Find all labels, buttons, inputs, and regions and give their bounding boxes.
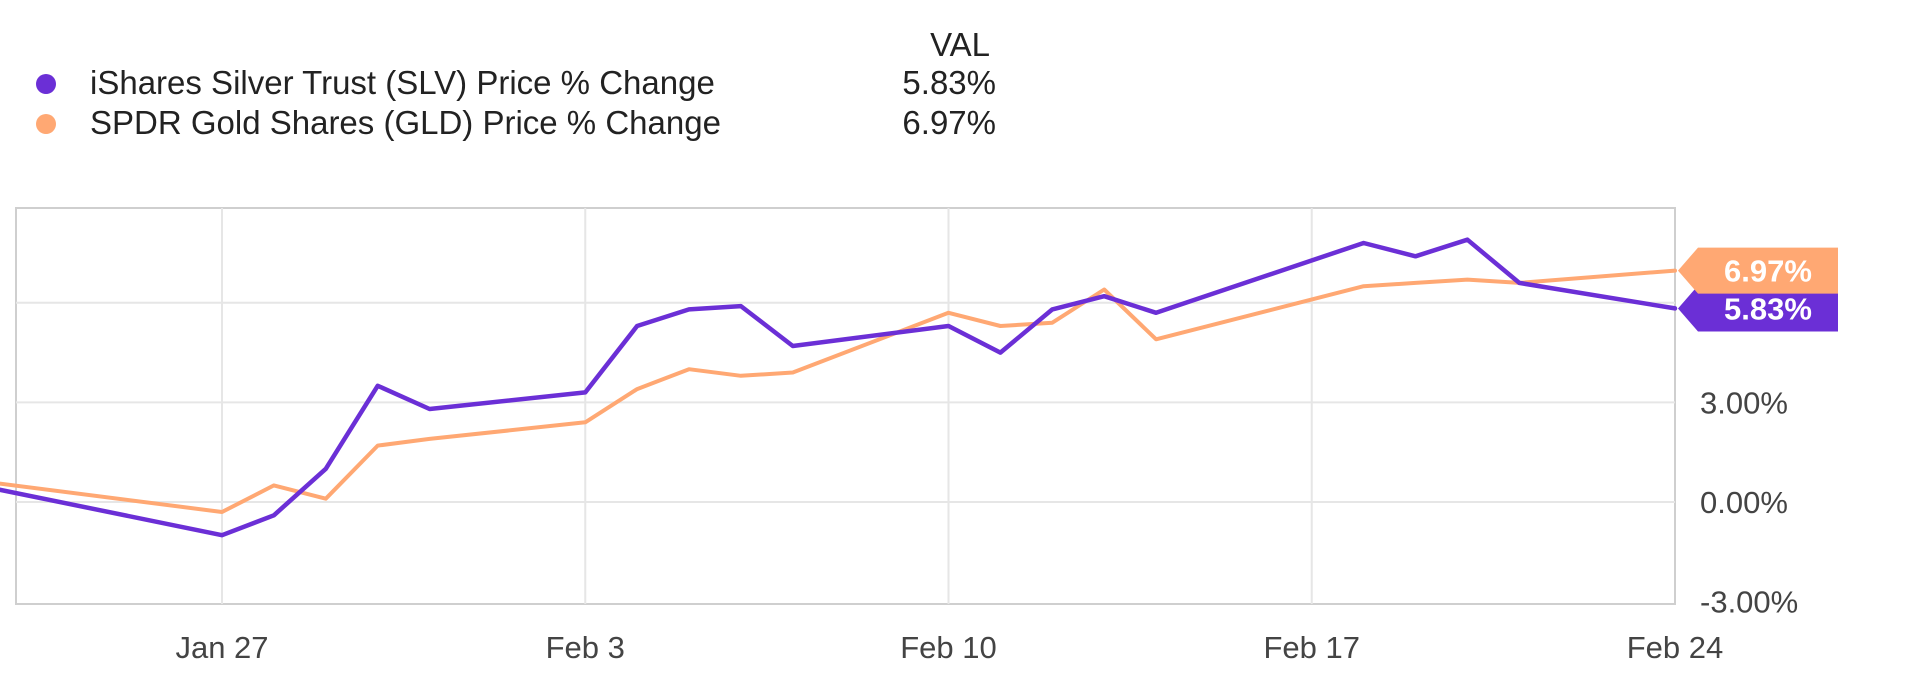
y-tick-label: 0.00% [1700, 485, 1788, 520]
x-tick-label: Feb 10 [900, 630, 997, 665]
plot-frame [15, 207, 1676, 605]
legend-item-slv[interactable]: iShares Silver Trust (SLV) Price % Chang… [36, 62, 996, 106]
x-tick-label: Jan 27 [175, 630, 268, 665]
last-value-flag-slv [1678, 285, 1838, 332]
x-tick-label: Feb 24 [1627, 630, 1724, 665]
last-value-flag-gld [1678, 247, 1838, 294]
legend-value-gld: 6.97% [902, 104, 996, 141]
series-line-gld [0, 268, 1677, 514]
y-tick-label: 3.00% [1700, 385, 1788, 420]
legend-value-slv: 5.83% [902, 64, 996, 101]
chart-legend: VAL iShares Silver Trust (SLV) Price % C… [0, 0, 1100, 175]
last-value-label-gld: 6.97% [1724, 254, 1812, 289]
grid [15, 207, 1676, 605]
legend-dot-gld [36, 114, 56, 134]
legend-dot-slv [36, 74, 56, 94]
x-tick-label: Feb 3 [546, 630, 625, 665]
y-tick-label: -3.00% [1700, 585, 1798, 620]
legend-value-header: VAL [930, 26, 990, 63]
series-lines [0, 237, 1678, 538]
x-axis-ticks: Jan 27 Feb 3 Feb 10 Feb 17 Feb 24 [175, 630, 1723, 665]
y-axis-ticks: -3.00% 0.00% 3.00% [1700, 385, 1798, 619]
legend-label-gld: SPDR Gold Shares (GLD) Price % Change [90, 104, 721, 141]
legend-label-slv: iShares Silver Trust (SLV) Price % Chang… [90, 64, 715, 101]
last-value-label-slv: 5.83% [1724, 291, 1812, 326]
x-tick-label: Feb 17 [1263, 630, 1360, 665]
series-line-slv [0, 237, 1678, 538]
legend-item-gld[interactable]: SPDR Gold Shares (GLD) Price % Change 6.… [36, 102, 996, 146]
last-value-flags: 5.83%6.97% [1678, 247, 1838, 332]
